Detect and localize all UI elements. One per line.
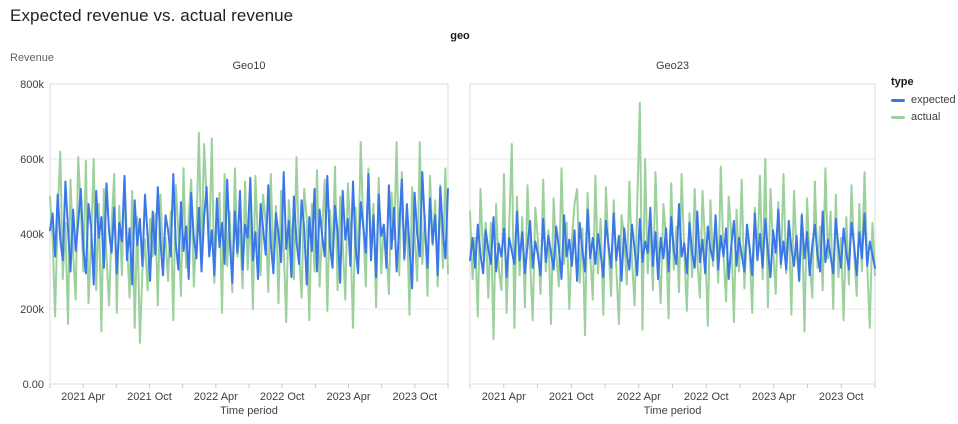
actual-line-swatch-icon <box>891 115 905 119</box>
x-tick-label: 2021 Oct <box>127 391 172 403</box>
expected-line-geo10[interactable] <box>49 171 449 290</box>
expected-line-geo23[interactable] <box>469 203 876 282</box>
y-tick-label: 200k <box>20 304 44 316</box>
legend-item-label: expected <box>911 94 956 106</box>
x-tick-label: 2023 Apr <box>326 391 370 403</box>
legend-item-actual[interactable]: actual <box>891 111 956 123</box>
x-axis-title-right: Time period <box>643 405 702 417</box>
x-tick-label: 2023 Apr <box>752 391 796 403</box>
chart-title: Expected revenue vs. actual revenue <box>10 6 294 25</box>
legend-item-label: actual <box>911 111 941 123</box>
x-tick-label: 2021 Oct <box>549 391 594 403</box>
legend: type expected actual <box>891 76 956 128</box>
y-tick-label: 0.00 <box>23 379 44 391</box>
expected-line-swatch-icon <box>891 98 905 102</box>
x-axis-title-left: Time period <box>220 405 278 417</box>
y-tick-label: 400k <box>20 229 44 241</box>
x-tick-label: 2023 Oct <box>819 391 864 403</box>
legend-item-expected[interactable]: expected <box>891 94 956 106</box>
x-tick-label: 2022 Apr <box>617 391 661 403</box>
x-tick-label: 2021 Apr <box>61 391 105 403</box>
x-tick-label: 2022 Apr <box>194 391 238 403</box>
x-tick-label: 2023 Oct <box>393 391 438 403</box>
y-axis-title: Revenue <box>10 52 55 64</box>
actual-line-geo10[interactable] <box>49 131 449 344</box>
facet-title-geo10: Geo10 <box>232 60 266 72</box>
pivot-field-header: geo <box>450 30 470 42</box>
y-tick-label: 800k <box>20 79 44 91</box>
facet-title-geo23: Geo23 <box>655 60 690 72</box>
x-tick-label: 2022 Oct <box>260 391 305 403</box>
x-tick-label: 2021 Apr <box>482 391 526 403</box>
y-tick-label: 600k <box>20 154 44 166</box>
legend-title: type <box>891 76 914 88</box>
x-tick-label: 2022 Oct <box>684 391 729 403</box>
